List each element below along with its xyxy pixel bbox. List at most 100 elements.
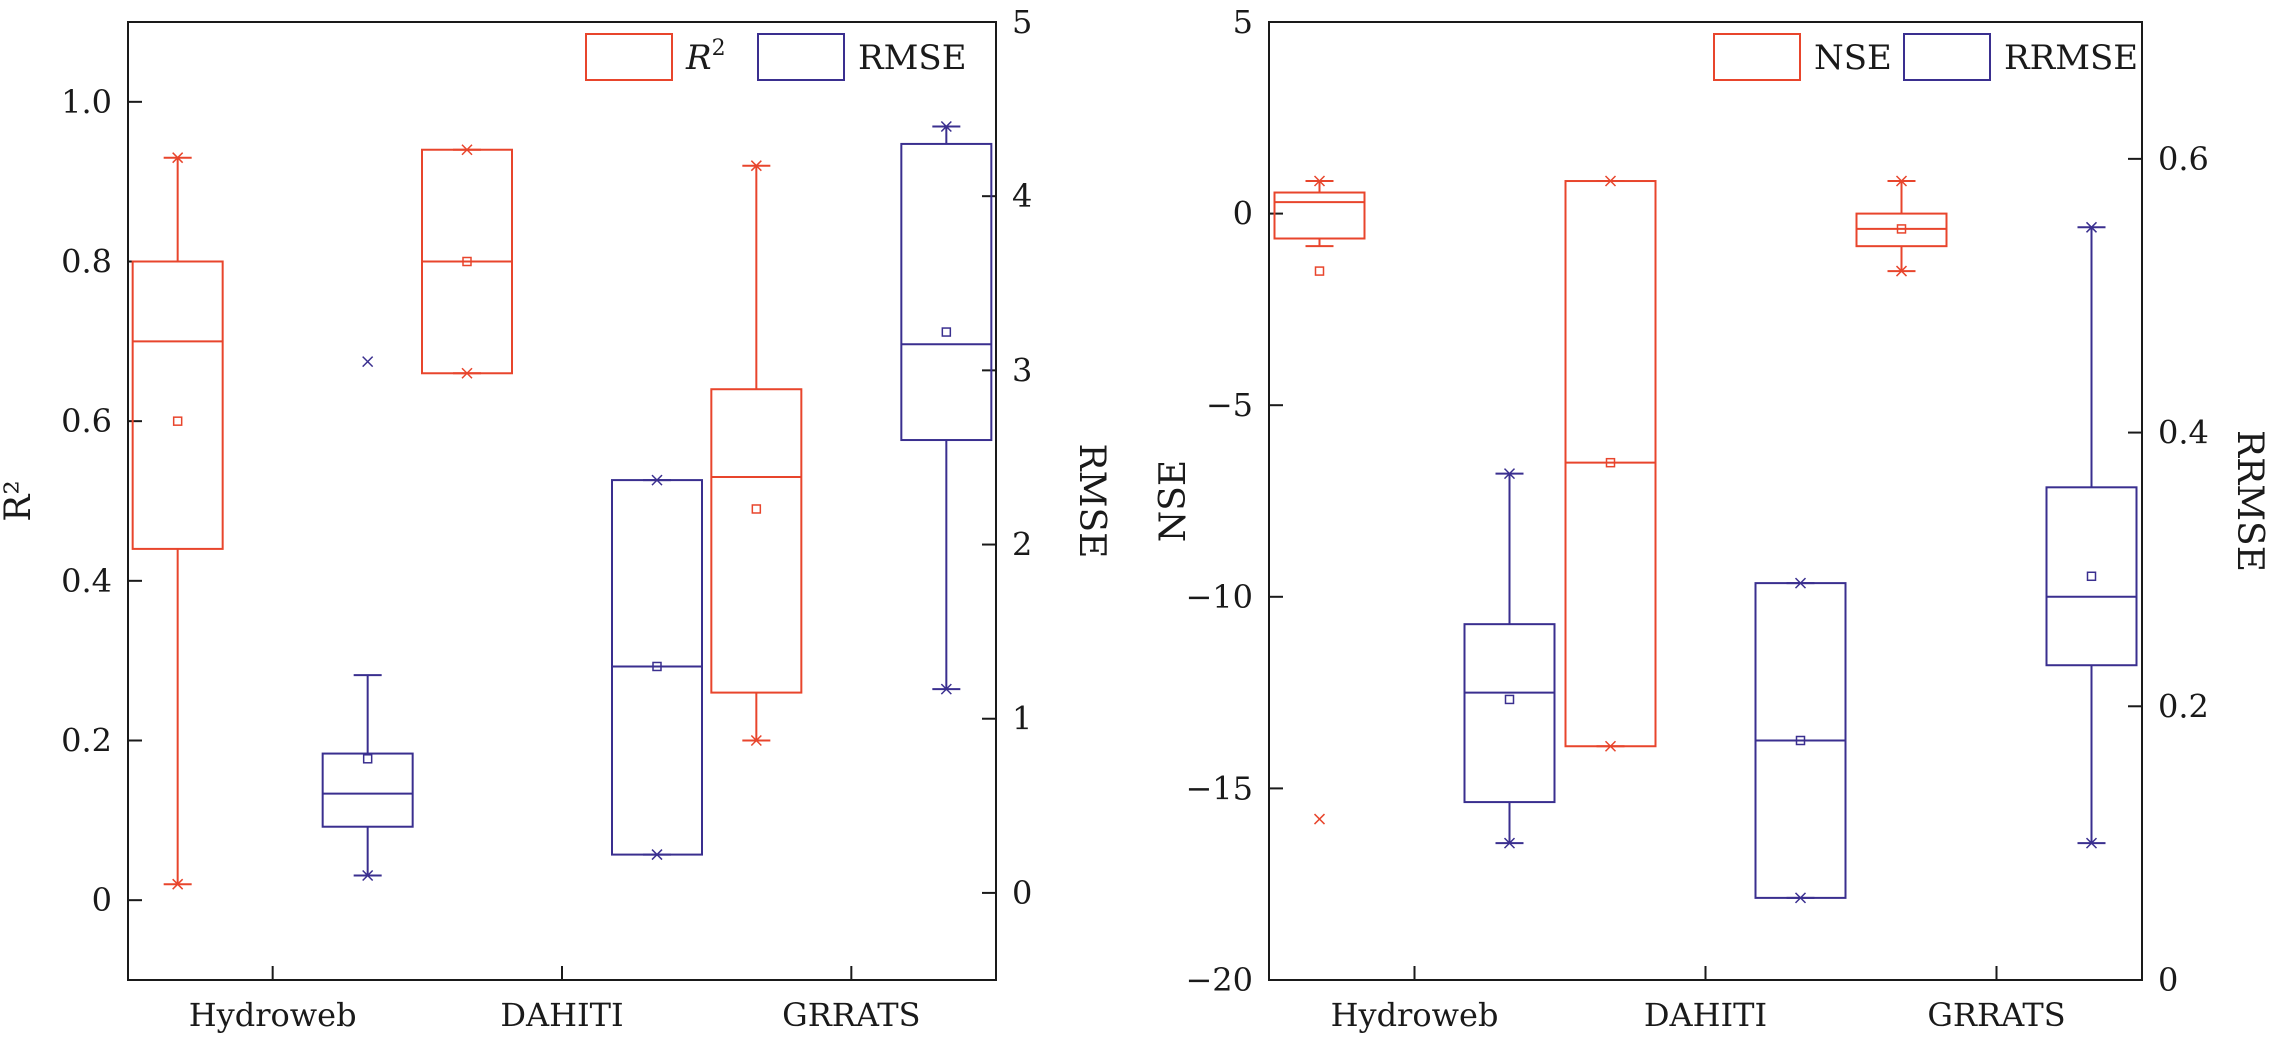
mean-marker [172, 416, 183, 426]
extreme-marker [1313, 175, 1326, 187]
legend: NSE RRMSE [1713, 33, 2138, 81]
left-tick-label: 0.6 [61, 402, 112, 440]
legend-label-rmse: RMSE [858, 38, 967, 78]
left-tick-label: 0 [1233, 195, 1253, 233]
extreme-marker [1313, 813, 1326, 825]
extreme-marker [362, 356, 374, 368]
left-tick-label: 0 [92, 881, 112, 919]
box-iqr [1463, 623, 1556, 804]
mean-marker [1896, 224, 1907, 234]
y-axis-left-title: R² [0, 480, 39, 522]
plot-frame [1268, 21, 2143, 981]
box-iqr [1273, 191, 1366, 240]
extreme-marker [750, 734, 762, 747]
box-rmse-dahiti [611, 474, 703, 861]
box-nse-dahiti [1564, 175, 1657, 752]
extreme-marker [1895, 265, 1908, 277]
mean-marker [1504, 694, 1515, 705]
mean-marker [1605, 457, 1616, 468]
right-tick-label: 2 [1012, 526, 1032, 564]
legend-label-r: R2 [685, 36, 726, 78]
box-iqr [321, 752, 414, 828]
extreme-marker [461, 144, 473, 156]
mean-marker [1314, 266, 1325, 276]
legend-label-superscript: 2 [712, 36, 726, 61]
mean-marker [2086, 571, 2097, 582]
box-r-grrats [710, 160, 803, 747]
extreme-marker [1794, 892, 1807, 904]
left-tick-label: 1.0 [61, 83, 112, 121]
extreme-marker [1604, 740, 1617, 752]
extreme-marker [172, 878, 184, 890]
extreme-marker [651, 474, 663, 486]
box-r-hydroweb [131, 152, 224, 890]
box-rmse-grrats [900, 120, 993, 695]
x-tick-label: Hydroweb [1331, 996, 1499, 1034]
right-tick-label: 0.4 [2158, 414, 2209, 452]
box-iqr [131, 260, 224, 550]
right-tick-label: 0.2 [2158, 687, 2209, 725]
chart-panel-1: 0 0.2 0.4 0.6 0.8 1.0 0 1 2 3 4 5 Hydroweb DAHITI GRRA… [0, 3, 1112, 1034]
extreme-marker [172, 152, 184, 164]
right-tick-label: 0.6 [2158, 140, 2209, 178]
mean-marker [941, 327, 952, 337]
right-tick-label: 1 [1012, 700, 1032, 738]
legend: R2 RMSE [585, 33, 967, 81]
box-iqr [710, 388, 803, 694]
x-tick-label: GRRATS [1927, 996, 2065, 1034]
legend-swatch-rrmse [1903, 33, 1991, 81]
extreme-marker [1503, 837, 1516, 849]
y-axis-right-title: RRMSE [2229, 430, 2269, 572]
left-tick-label: 5 [1233, 3, 1253, 41]
left-tick-label: −20 [1185, 961, 1253, 999]
left-tick-label: 0.8 [61, 243, 112, 281]
legend-label-main: R [685, 38, 712, 78]
extreme-marker [940, 120, 952, 133]
left-tick-label: −5 [1206, 386, 1253, 424]
left-tick-label: 0.4 [61, 562, 112, 600]
box-rrmse-hydroweb [1463, 468, 1556, 849]
box-rrmse-grrats [2045, 221, 2138, 849]
legend-label-nse: NSE [1814, 38, 1892, 78]
x-tick-label: DAHITI [1644, 996, 1767, 1034]
extreme-marker [750, 160, 762, 172]
box-iqr [900, 142, 993, 442]
box-nse-grrats [1855, 175, 1948, 277]
mean-marker [1795, 735, 1806, 746]
extreme-marker [362, 869, 374, 882]
extreme-marker [651, 849, 663, 861]
mean-marker [362, 754, 373, 764]
x-tick-label: Hydroweb [189, 996, 357, 1034]
legend-swatch-rmse [757, 33, 845, 81]
mean-marker [652, 661, 662, 672]
right-tick-label: 4 [1012, 177, 1032, 215]
left-tick-label: −15 [1185, 769, 1253, 807]
extreme-marker [2085, 837, 2098, 849]
x-tick-label: GRRATS [782, 996, 920, 1034]
left-tick-label: 0.2 [61, 722, 112, 760]
plot-frame [127, 21, 997, 981]
mean-marker [751, 504, 762, 514]
right-tick-label: 0 [2158, 961, 2178, 999]
right-tick-label: 5 [1012, 3, 1032, 41]
legend-label-rrmse: RRMSE [2004, 38, 2138, 78]
box-iqr [2045, 486, 2138, 667]
box-nse-hydroweb [1273, 175, 1366, 825]
extreme-marker [1794, 577, 1807, 589]
mean-marker [462, 256, 472, 267]
extreme-marker [2085, 221, 2098, 233]
legend-swatch-r [585, 33, 673, 81]
right-tick-label: 0 [1012, 874, 1032, 912]
y-axis-right-title: RMSE [1071, 444, 1112, 559]
left-tick-label: −10 [1185, 578, 1253, 616]
extreme-marker [1604, 175, 1617, 187]
chart-panel-2: −20 −15 −10 −5 0 5 0 0.2 0.4 0.6 Hydroweb DAHITI GRR… [1153, 3, 2269, 1034]
box-rrmse-dahiti [1754, 577, 1847, 904]
right-tick-label: 3 [1012, 351, 1032, 389]
box-r-dahiti [421, 144, 513, 379]
legend-swatch-nse [1713, 33, 1801, 81]
x-tick-label: DAHITI [500, 996, 623, 1034]
extreme-marker [1895, 175, 1908, 187]
extreme-marker [461, 367, 473, 379]
